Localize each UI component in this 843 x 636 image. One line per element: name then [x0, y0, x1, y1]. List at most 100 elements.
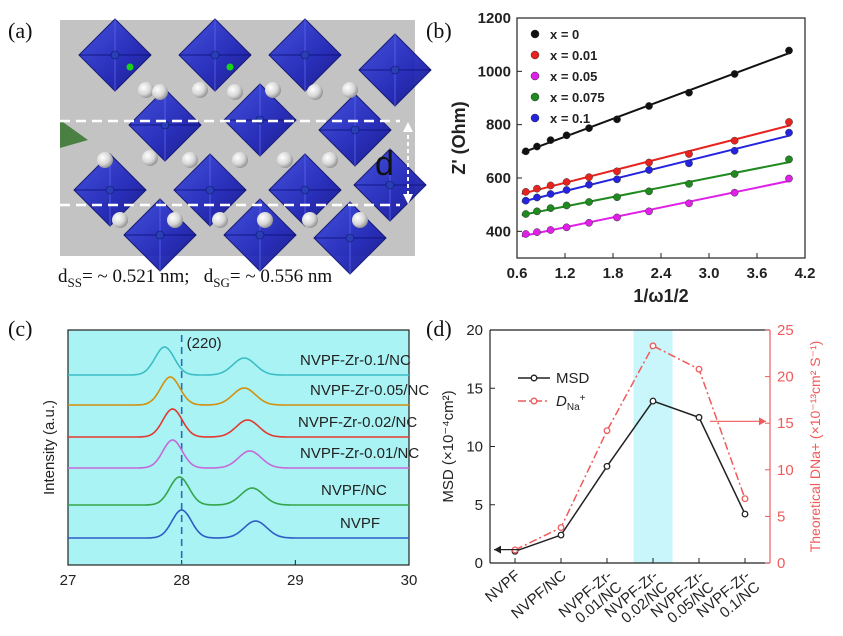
- data-point: [613, 193, 621, 202]
- data-point: [546, 136, 555, 144]
- panel-label-d: (d): [426, 316, 452, 341]
- data-point: [585, 124, 593, 132]
- d-spacing-caption: dSS= ~ 0.521 nm; dSG= ~ 0.556 nm: [58, 266, 333, 290]
- data-point: [521, 188, 530, 196]
- data-point: [533, 142, 541, 151]
- vanadium-atom: [300, 50, 310, 60]
- data-point: [533, 207, 541, 216]
- xrd-series-label: NVPF/NC: [321, 482, 387, 499]
- series-line-MSD: [514, 400, 746, 553]
- data-point: [785, 174, 793, 183]
- data-point: [685, 199, 693, 208]
- data-point: [562, 186, 571, 194]
- series-point: [603, 462, 611, 470]
- data-point: [730, 136, 739, 145]
- data-point: [521, 147, 530, 156]
- data-point: [613, 167, 621, 176]
- series-point: [557, 531, 565, 539]
- legend-label: x = 0.1: [550, 111, 590, 126]
- sodium-atom: [182, 152, 198, 168]
- xrd-curve-5: [68, 509, 409, 539]
- y-tick-label-b: 800: [486, 117, 511, 134]
- data-point: [685, 159, 693, 168]
- x-tick-label-c: 28: [173, 572, 190, 589]
- y-tick-label-b: 1200: [478, 10, 511, 27]
- series-line-DNa+: [514, 344, 746, 551]
- data-point: [685, 150, 693, 158]
- sodium-atom: [97, 152, 113, 168]
- data-point: [562, 223, 571, 232]
- x-tick-label-b: 4.2: [795, 265, 816, 282]
- vanadium-atom: [110, 50, 120, 60]
- data-point: [562, 201, 571, 210]
- xrd-series-label: NVPF-Zr-0.1/NC: [300, 352, 411, 369]
- right-tick-label: 5: [777, 508, 785, 525]
- x-tick-label-c: 29: [287, 572, 304, 589]
- data-point: [585, 218, 593, 227]
- data-point: [685, 180, 693, 188]
- data-point: [585, 173, 593, 182]
- highlight-band: [633, 330, 673, 563]
- plot-background-c: [68, 330, 409, 565]
- xrd-series-label: NVPF: [340, 515, 380, 532]
- sodium-atom: [138, 82, 154, 98]
- data-point: [730, 170, 739, 178]
- x-tick-label-b: 1.2: [555, 265, 576, 282]
- plot-frame-c: [67, 329, 410, 566]
- right-tick-label: 25: [777, 322, 794, 339]
- data-point: [645, 102, 653, 110]
- sodium-atom: [277, 152, 293, 168]
- right-axis-arrowhead: [759, 417, 766, 426]
- legend-marker: [530, 113, 540, 123]
- series-point: [741, 495, 749, 503]
- vanadium-atom: [205, 185, 215, 195]
- legend-marker: [530, 92, 540, 102]
- legend-marker: [530, 50, 540, 60]
- annotation-220: (220): [187, 335, 222, 352]
- left-tick-label: 20: [466, 322, 483, 339]
- y-axis-label-b: Z' (Ohm): [449, 101, 469, 174]
- series-point: [695, 413, 703, 421]
- vanadium-atom: [390, 65, 400, 75]
- data-point: [730, 188, 739, 197]
- crystal-structure-image: d: [60, 18, 432, 275]
- series-point: [741, 510, 749, 518]
- sodium-atom: [352, 212, 368, 228]
- data-point: [521, 196, 530, 205]
- sodium-atom: [112, 212, 128, 228]
- data-point: [613, 115, 621, 124]
- right-tick-label: 15: [777, 415, 794, 432]
- left-tick-label: 5: [475, 497, 483, 514]
- left-axis-arrowhead: [494, 545, 501, 554]
- sodium-atom: [265, 82, 281, 98]
- legend-label: x = 0.01: [550, 48, 597, 63]
- data-point: [546, 190, 555, 198]
- data-point: [645, 187, 653, 196]
- d-spacing-label: d: [375, 145, 394, 183]
- fluorine-atom: [126, 63, 134, 71]
- data-point: [785, 46, 793, 55]
- sodium-atom: [167, 212, 183, 228]
- vanadium-atom: [350, 125, 360, 135]
- sodium-atom: [302, 212, 318, 228]
- data-point: [613, 213, 621, 222]
- legend-dna-label: DNa+: [556, 393, 586, 413]
- y-tick-label-b: 600: [486, 170, 511, 187]
- data-point: [645, 158, 653, 167]
- series-point: [695, 365, 703, 373]
- data-point: [685, 88, 693, 97]
- legend-marker: [530, 29, 540, 39]
- data-point: [730, 70, 739, 78]
- data-point: [533, 184, 541, 193]
- panel-label-a: (a): [8, 18, 33, 43]
- fluorine-atom: [226, 63, 234, 71]
- vanadium-atom: [155, 230, 165, 240]
- legend-label: x = 0: [550, 27, 579, 42]
- sodium-atom: [257, 212, 273, 228]
- legend-label: x = 0.05: [550, 69, 597, 84]
- data-point: [585, 198, 593, 206]
- vanadium-atom: [300, 185, 310, 195]
- vanadium-atom: [255, 230, 265, 240]
